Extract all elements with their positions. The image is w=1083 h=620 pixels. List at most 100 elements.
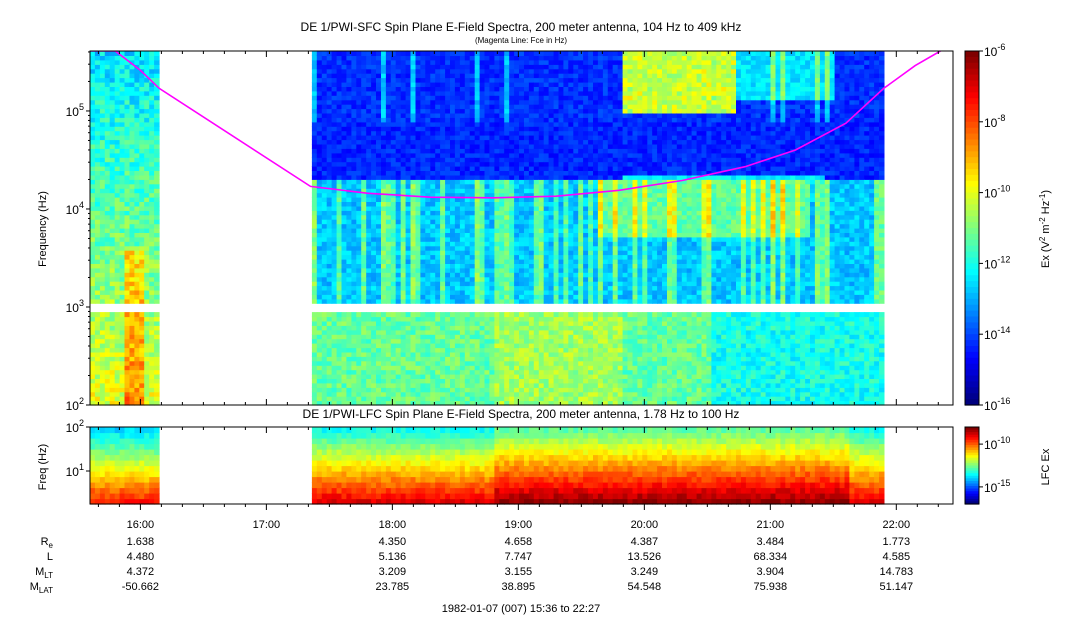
sfc-cell bbox=[528, 356, 535, 362]
sfc-cell bbox=[385, 157, 392, 163]
sfc-cell bbox=[509, 166, 515, 171]
sfc-cell bbox=[553, 152, 560, 158]
sfc-cell bbox=[489, 223, 495, 229]
sfc-cell bbox=[109, 59, 116, 65]
sfc-cell bbox=[538, 205, 545, 211]
sfc-cell bbox=[356, 108, 362, 114]
sfc-cell bbox=[90, 64, 96, 70]
sfc-cell bbox=[351, 82, 357, 87]
sfc-cell bbox=[445, 135, 451, 141]
sfc-cell bbox=[489, 382, 495, 388]
sfc-cell bbox=[425, 267, 431, 273]
sfc-cell bbox=[149, 241, 155, 247]
sfc-cell bbox=[479, 205, 486, 211]
sfc-cell bbox=[341, 170, 347, 176]
sfc-cell bbox=[331, 347, 338, 353]
sfc-cell bbox=[336, 320, 343, 326]
sfc-cell bbox=[464, 343, 471, 349]
sfc-cell bbox=[336, 267, 343, 273]
sfc-cell bbox=[104, 55, 111, 61]
sfc-cell bbox=[371, 210, 377, 216]
sfc-cell bbox=[415, 73, 421, 79]
sfc-cell bbox=[420, 135, 426, 141]
sfc-cell bbox=[321, 236, 328, 242]
sfc-cell bbox=[484, 108, 490, 114]
sfc-cell bbox=[124, 197, 130, 202]
sfc-cell bbox=[139, 356, 145, 362]
sfc-cell bbox=[528, 139, 535, 145]
sfc-cell bbox=[553, 148, 560, 154]
sfc-cell bbox=[351, 161, 357, 167]
sfc-cell bbox=[124, 223, 130, 229]
sfc-cell bbox=[425, 254, 431, 260]
sfc-cell bbox=[405, 263, 412, 269]
sfc-cell bbox=[326, 192, 333, 198]
sfc-cell bbox=[533, 64, 540, 70]
sfc-cell bbox=[104, 143, 111, 149]
sfc-cell bbox=[376, 90, 382, 96]
sfc-cell bbox=[519, 95, 525, 101]
sfc-cell bbox=[519, 285, 525, 291]
sfc-cell bbox=[415, 174, 421, 180]
sfc-cell bbox=[341, 68, 347, 74]
sfc-cell bbox=[124, 360, 130, 366]
sfc-cell bbox=[316, 250, 323, 256]
sfc-cell bbox=[390, 254, 397, 260]
sfc-cell bbox=[499, 77, 505, 83]
sfc-cell bbox=[316, 347, 323, 353]
sfc-cell bbox=[533, 205, 540, 211]
sfc-cell bbox=[119, 73, 126, 79]
sfc-cell bbox=[346, 108, 352, 114]
sfc-cell bbox=[316, 161, 323, 167]
sfc-cell bbox=[346, 382, 352, 388]
sfc-cell bbox=[479, 347, 486, 353]
sfc-cell bbox=[321, 294, 328, 300]
sfc-cell bbox=[553, 214, 560, 220]
sfc-cell bbox=[346, 183, 352, 189]
sfc-cell bbox=[489, 197, 495, 202]
sfc-cell bbox=[533, 241, 540, 247]
sfc-cell bbox=[90, 179, 96, 185]
sfc-cell bbox=[326, 183, 333, 189]
sfc-cell bbox=[139, 245, 145, 251]
sfc-cell bbox=[134, 382, 140, 388]
sfc-cell bbox=[450, 99, 456, 105]
sfc-cell bbox=[346, 228, 352, 233]
sfc-cell bbox=[484, 400, 490, 406]
sfc-cell bbox=[331, 294, 338, 300]
sfc-cell bbox=[361, 228, 367, 233]
sfc-cell bbox=[94, 68, 101, 74]
sfc-cell bbox=[119, 210, 126, 216]
sfc-cell bbox=[524, 166, 530, 171]
sfc-cell bbox=[341, 254, 347, 260]
sfc-cell bbox=[405, 157, 412, 163]
sfc-cell bbox=[395, 139, 402, 145]
sfc-cell bbox=[361, 205, 367, 211]
sfc-cell bbox=[119, 197, 126, 202]
sfc-cell bbox=[366, 365, 372, 371]
sfc-cell bbox=[109, 197, 116, 202]
sfc-cell bbox=[149, 325, 155, 331]
sfc-cell bbox=[99, 325, 106, 331]
sfc-cell bbox=[149, 387, 155, 393]
sfc-cell bbox=[99, 232, 106, 238]
sfc-cell bbox=[405, 219, 412, 225]
sfc-cell bbox=[528, 214, 535, 220]
sfc-cell bbox=[346, 320, 352, 326]
sfc-cell bbox=[129, 77, 135, 83]
sfc-cell bbox=[479, 276, 486, 282]
sfc-cell bbox=[104, 338, 111, 344]
sfc-cell bbox=[528, 104, 535, 110]
sfc-cell bbox=[538, 197, 545, 202]
sfc-cell bbox=[459, 174, 466, 180]
sfc-cell bbox=[395, 108, 402, 114]
sfc-cell bbox=[341, 312, 347, 318]
sfc-cell bbox=[336, 104, 343, 110]
sfc-cell bbox=[124, 77, 130, 83]
sfc-cell bbox=[104, 179, 111, 185]
sfc-cell bbox=[331, 223, 338, 229]
sfc-cell bbox=[326, 104, 333, 110]
sfc-cell bbox=[321, 298, 328, 304]
sfc-cell bbox=[371, 55, 377, 61]
sfc-cell bbox=[390, 325, 397, 331]
